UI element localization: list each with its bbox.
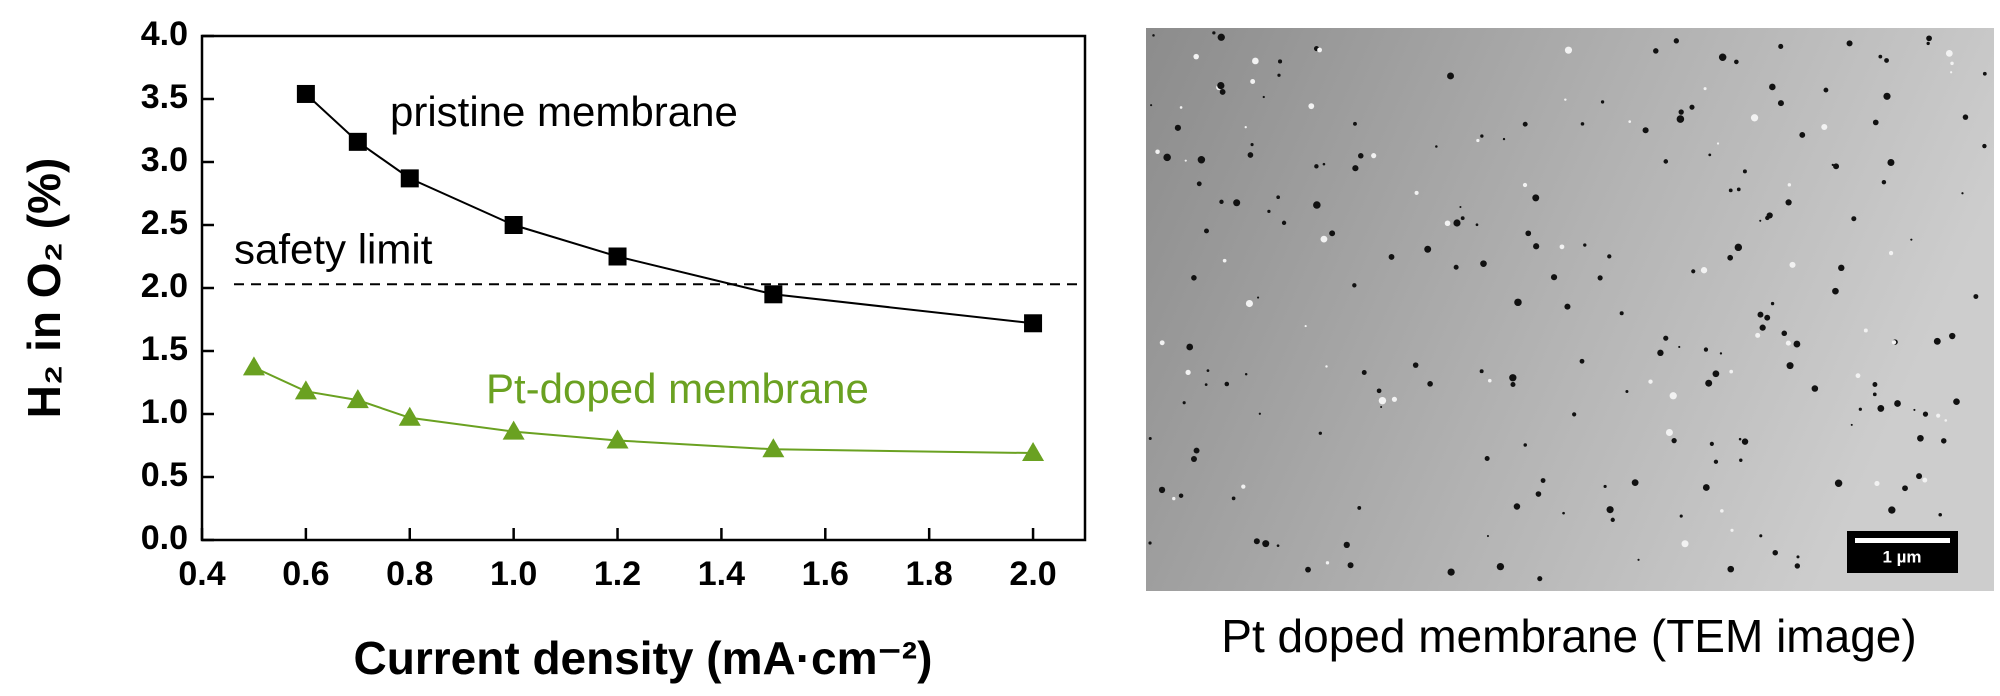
y-tick-label: 4.0 [141,15,188,53]
marker [294,380,317,400]
tem-particles [1148,31,1987,582]
series-label: pristine membrane [390,88,738,135]
y-tick-label: 0.5 [141,456,188,494]
marker [400,169,419,188]
marker [1024,314,1043,333]
scale-bar [1855,538,1950,543]
reference-label: safety limit [234,225,433,272]
x-tick-label: 1.4 [698,555,745,593]
x-tick-label: 0.6 [282,555,329,593]
x-tick-label: 0.4 [178,555,225,593]
y-tick-label: 2.5 [141,204,188,242]
image-caption: Pt doped membrane (TEM image) [1221,610,1916,662]
marker [346,389,369,409]
marker [296,84,315,103]
y-tick-label: 3.5 [141,78,188,116]
marker [608,247,627,266]
x-tick-label: 2.0 [1009,555,1056,593]
x-axis-label: Current density (mA·cm⁻²) [354,632,933,684]
marker [242,356,265,376]
x-tick-label: 1.0 [490,555,537,593]
x-tick-label: 1.6 [802,555,849,593]
y-axis-label: H₂ in O₂ (%) [18,158,70,419]
tem-image [1146,28,1994,591]
marker [1022,442,1045,462]
marker [762,438,785,458]
marker [606,429,629,449]
marker [348,132,367,151]
y-tick-label: 1.0 [141,393,188,431]
y-tick-label: 0.0 [141,519,188,557]
y-tick-label: 2.0 [141,267,188,305]
x-tick-label: 1.2 [594,555,641,593]
marker [504,216,523,234]
x-tick-label: 0.8 [386,555,433,593]
marker [764,285,783,304]
series-label: Pt-doped membrane [486,365,869,412]
series-line [253,366,1034,455]
marker [502,420,525,440]
x-tick-label: 1.8 [906,555,953,593]
scale-bar-label: 1 µm [1882,547,1921,566]
y-tick-label: 1.5 [141,330,188,368]
marker [398,406,421,426]
y-tick-label: 3.0 [141,141,188,179]
